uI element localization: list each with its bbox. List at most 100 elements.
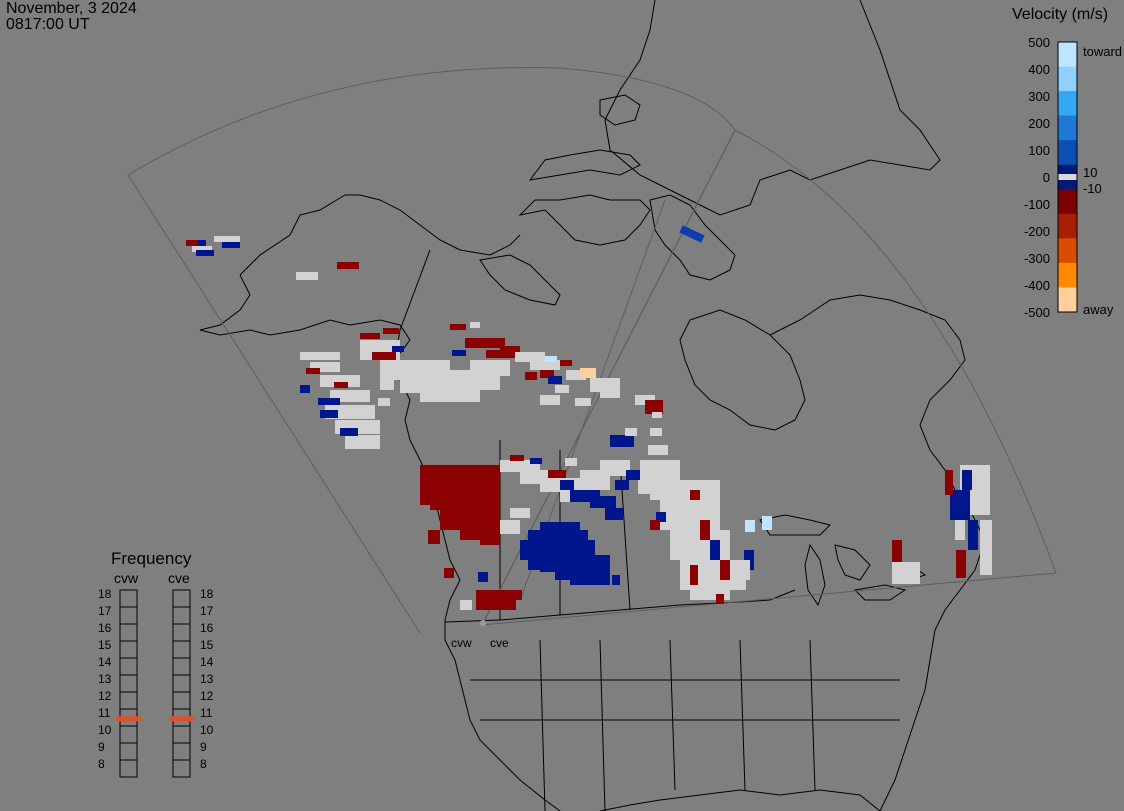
- colorbar-tick-label: 400: [1028, 62, 1050, 77]
- state-grid-3: [539, 639, 546, 811]
- velocity-cell: [648, 445, 668, 455]
- state-grid-5: [669, 639, 676, 791]
- velocity-cell: [600, 388, 620, 398]
- state-grid-7: [809, 639, 816, 791]
- hudson-bay: [679, 309, 806, 431]
- velocity-cell: [968, 520, 978, 550]
- velocity-cell: [652, 412, 662, 418]
- frequency-radar-cve: cve: [168, 570, 190, 586]
- velocity-cell: [452, 350, 466, 356]
- velocity-cell: [679, 225, 705, 243]
- lake-huron: [834, 544, 871, 581]
- frequency-tick-label: 15: [200, 638, 214, 652]
- velocity-cell: [560, 480, 574, 490]
- frequency-tick-label: 13: [200, 672, 214, 686]
- velocity-cell: [762, 516, 772, 530]
- frequency-tick-label: 17: [98, 604, 112, 618]
- velocity-cell: [570, 555, 610, 585]
- velocity-cell: [198, 240, 206, 246]
- velocity-cell: [465, 338, 505, 348]
- colorbar-band-plus: 10: [1083, 165, 1098, 180]
- velocity-cell: [545, 356, 557, 362]
- velocity-cell: [980, 520, 992, 575]
- velocity-cell: [615, 480, 629, 490]
- velocity-cell: [566, 370, 586, 380]
- arctic-island-2: [528, 149, 641, 181]
- velocity-cell: [540, 395, 560, 405]
- velocity-cell: [470, 360, 510, 376]
- time-label: 0817:00 UT: [6, 16, 90, 33]
- velocity-cell: [950, 490, 970, 520]
- frequency-tick-label: 9: [98, 740, 105, 754]
- velocity-cell: [555, 385, 569, 393]
- velocity-cell: [892, 540, 902, 562]
- colorbar-toward-label: toward: [1083, 44, 1123, 59]
- frequency-tick-label: 10: [200, 723, 214, 737]
- lake-superior: [759, 514, 831, 536]
- fov-cve: [481, 129, 1057, 626]
- colorbar-zero-band: [1058, 174, 1077, 180]
- site-marker-cvw: [480, 620, 486, 626]
- colorbar-segment: [1058, 189, 1077, 215]
- velocity-cell: [420, 388, 480, 402]
- colorbar-segment: [1058, 91, 1077, 117]
- velocity-cell: [700, 520, 710, 540]
- velocity-cell: [296, 272, 318, 280]
- velocity-cell: [645, 400, 663, 414]
- velocity-cell: [480, 520, 500, 545]
- velocity-cell: [192, 246, 212, 252]
- colorbar-tick-label: 100: [1028, 143, 1050, 158]
- lake-michigan: [804, 543, 826, 607]
- velocity-cell: [575, 398, 591, 406]
- colorbar-segment: [1058, 238, 1077, 264]
- velocity-cell: [600, 460, 630, 476]
- fov-cvw: [127, 67, 736, 634]
- colorbar-segment: [1058, 213, 1077, 239]
- velocity-cell: [337, 262, 359, 269]
- colorbar-tick-label: 200: [1028, 116, 1050, 131]
- colorbar-tick-label: -400: [1023, 278, 1050, 293]
- frequency-marker-cve: [169, 716, 194, 722]
- velocity-cell: [720, 560, 730, 580]
- frequency-radar-cvw: cvw: [114, 570, 139, 586]
- velocity-cell: [656, 512, 666, 522]
- velocity-cell: [372, 352, 396, 360]
- colorbar-band-minus: -10: [1083, 181, 1102, 196]
- frequency-tick-label: 11: [98, 706, 111, 720]
- velocity-cell: [360, 333, 380, 339]
- colorbar-tick-label: -100: [1023, 197, 1050, 212]
- velocity-cell: [525, 372, 537, 380]
- velocity-cell: [540, 370, 554, 378]
- velocity-cell: [186, 240, 204, 246]
- velocity-cell: [510, 508, 530, 518]
- velocity-cell: [625, 428, 637, 436]
- colorbar-segment: [1058, 42, 1077, 68]
- velocity-cell: [962, 470, 972, 490]
- frequency-tick-label: 8: [98, 757, 105, 771]
- frequency-tick-label: 10: [98, 723, 112, 737]
- colorbar-tick-label: 300: [1028, 89, 1050, 104]
- velocity-cell: [892, 562, 920, 584]
- frequency-tick-label: 12: [98, 689, 112, 703]
- lake-erie: [853, 584, 907, 601]
- velocity-cell: [392, 346, 404, 352]
- frequency-bars: [116, 589, 194, 778]
- velocity-cell: [626, 470, 640, 480]
- velocity-cell: [470, 322, 480, 328]
- velocity-cell: [222, 242, 240, 248]
- velocity-cell: [530, 360, 560, 370]
- greenland-outline: [604, 0, 941, 216]
- colorbar-tick-label: -500: [1023, 305, 1050, 320]
- velocity-cell: [745, 520, 755, 532]
- colorbar-frame: [1057, 41, 1078, 313]
- velocity-cell: [383, 328, 399, 334]
- velocity-cell: [605, 508, 623, 520]
- colorbar-title: Velocity (m/s): [1012, 6, 1109, 23]
- velocity-cell: [500, 520, 520, 534]
- frequency-tick-label: 9: [200, 740, 207, 754]
- velocity-cell: [955, 520, 965, 540]
- frequency-bar-frame: [119, 589, 138, 778]
- frequency-bar-frame: [172, 589, 191, 778]
